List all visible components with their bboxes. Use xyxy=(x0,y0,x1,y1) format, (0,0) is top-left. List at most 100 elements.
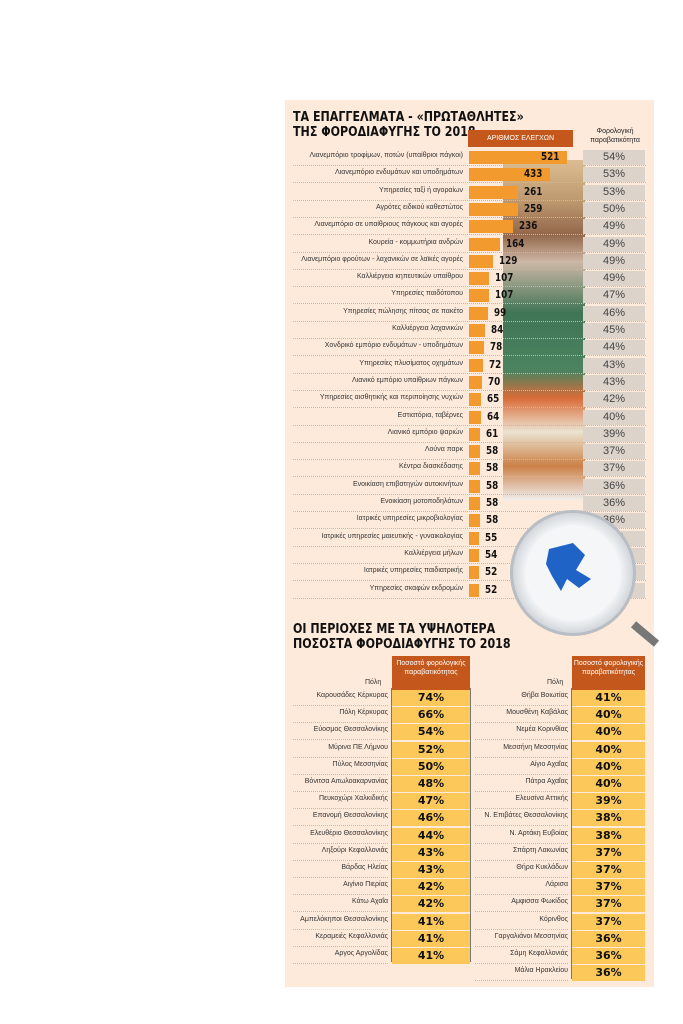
row-label: Λιανεμπόριο ενδυμάτων και υποδημάτων xyxy=(335,169,463,177)
bar xyxy=(469,531,480,545)
row-label: Ιατρικές υπηρεσίες μικροβιολογίας xyxy=(356,515,463,523)
table-row: Αιγίνιο Πιερίας 42% xyxy=(285,878,654,896)
bar xyxy=(469,462,480,476)
bar-row: Εστιατόρια, ταβέρνες 64 40% xyxy=(285,409,654,426)
bar xyxy=(469,497,480,510)
city-name: Αιγίνιο Πιερίας xyxy=(343,881,388,889)
row-label: Ιατρικές υπηρεσίες μαιευτικής - γυναικολ… xyxy=(321,532,463,540)
pct-value: 43% xyxy=(392,862,470,878)
row-divider xyxy=(293,545,646,547)
pct-value: 41% xyxy=(392,913,470,930)
city-name: Αμπελόκηποι Θεσσαλονίκης xyxy=(300,915,388,923)
bar xyxy=(469,393,482,407)
row-divider xyxy=(475,980,568,982)
row-divider xyxy=(293,705,388,706)
bar-value: 58 xyxy=(485,478,499,492)
bar xyxy=(469,289,490,303)
city-name: Θήρα Κυκλάδων xyxy=(516,864,568,871)
row-divider xyxy=(475,928,568,930)
table-row: Κάτω Αχαΐα 42% xyxy=(285,895,654,913)
table-row: Θήρα Κυκλάδων 37% xyxy=(285,861,654,878)
city-name: Πόλη Κέρκυρας xyxy=(339,709,388,717)
table-row: Αίγιο Αχαΐας 40% xyxy=(285,758,654,775)
row-divider xyxy=(293,251,646,253)
row-divider xyxy=(293,424,646,426)
pct-value: 40% xyxy=(572,741,645,758)
bar xyxy=(469,410,482,424)
pct-value: 42% xyxy=(392,879,470,896)
table-row: Λάρισα 37% xyxy=(285,878,654,896)
pct-cell: 36% xyxy=(583,496,645,511)
row-divider xyxy=(293,182,646,184)
pct-cell: 43% xyxy=(583,357,645,373)
row-divider xyxy=(475,739,568,741)
pct-value: 54% xyxy=(392,724,470,741)
row-divider xyxy=(293,355,646,357)
row-divider xyxy=(475,911,568,913)
row-label: Καλλιέργεια λαχανικών xyxy=(392,325,463,332)
pct-value: 39% xyxy=(572,793,645,810)
row-label: Λιανεμπόριο σε υπαίθριους πάγκους και αγ… xyxy=(314,221,463,229)
table-row: Κόρινθος 37% xyxy=(285,913,654,930)
table-row: Πάτρα Αχαΐας 40% xyxy=(285,775,654,792)
row-label: Καλλιέργεια κηπευτικών υπαίθρου xyxy=(356,273,463,281)
row-divider xyxy=(475,722,568,724)
row-divider xyxy=(475,773,568,775)
pct-cell: 37% xyxy=(583,461,645,477)
bar xyxy=(469,479,480,493)
pct-cell: 49% xyxy=(583,253,645,269)
row-label: Χονδρικό εμπόριο ενδυμάτων - υποδημάτων xyxy=(324,342,463,350)
row-label: Λιανεμπόριο φρούτων - λαχανικών σε λαϊκέ… xyxy=(301,255,463,263)
pct-cell: 49% xyxy=(583,271,645,287)
pct-value: 52% xyxy=(392,741,470,758)
table-row: Αμφισσα Φωκίδος 37% xyxy=(285,895,654,913)
city-name: Μύρινα ΠΕ Λήμνου xyxy=(328,743,388,751)
pct-value: 50% xyxy=(392,758,470,775)
row-divider xyxy=(293,911,388,913)
bar-value: 72 xyxy=(488,357,501,371)
bar-value: 259 xyxy=(523,201,543,215)
row-divider xyxy=(475,842,568,844)
table-row: Μάλια Ηρακλείου 36% xyxy=(285,964,654,982)
row-divider xyxy=(293,476,646,478)
row-divider xyxy=(293,791,388,792)
city-name: Βόνιτσα Αιτωλοακαρνανίας xyxy=(304,778,388,785)
pct-value: 40% xyxy=(572,776,645,792)
city-name: Ληξούρι Κεφαλλονιάς xyxy=(321,846,388,854)
table-row: Μεσσήνη Μεσσηνίας 40% xyxy=(285,741,654,758)
bar-row: Υπηρεσίες πλυσίματος οχημάτων 72 43% xyxy=(285,357,654,374)
table-row: Μουσθένη Καβάλας 40% xyxy=(285,706,654,724)
row-label: Υπηρεσίες πώλησης πίτσας σε πακέτο xyxy=(343,307,463,315)
table-row: Εύοσμος Θεσσαλονίκης 54% xyxy=(285,723,654,741)
pct-value: 40% xyxy=(572,758,645,775)
row-divider xyxy=(293,528,646,530)
title-line-2: ΤΗΣ ΦΟΡΟΔΙΑΦΥΓΗΣ ΤΟ 2018 xyxy=(293,124,476,140)
city-name: Αμφισσα Φωκίδος xyxy=(511,898,568,906)
row-divider xyxy=(475,825,568,827)
magnifier-handle xyxy=(630,621,660,647)
bar-row: Χονδρικό εμπόριο ενδυμάτων - υποδημάτων … xyxy=(285,339,654,357)
city-name: Κάτω Αχαΐα xyxy=(352,898,388,906)
pct-cell: 36% xyxy=(583,478,645,494)
bar xyxy=(469,237,500,251)
city-name: Θήβα Βοιωτίας xyxy=(521,692,568,699)
row-divider xyxy=(293,286,646,288)
bar-value: 55 xyxy=(485,530,498,544)
table-row: Βάρδας Ηλείας 43% xyxy=(285,861,654,878)
row-divider xyxy=(293,722,388,724)
bar-row: Υπηρεσίες ταξί ή αγοραίων 261 53% xyxy=(285,184,654,201)
city-name: Κεραμειές Κεφαλλονιάς xyxy=(315,932,388,940)
row-divider xyxy=(293,199,646,201)
bar xyxy=(469,375,483,389)
row-divider xyxy=(293,407,646,409)
bar-row: Λιανεμπόριο φρούτων - λαχανικών σε λαϊκέ… xyxy=(285,253,654,270)
pct-value: 37% xyxy=(572,879,645,896)
row-divider xyxy=(475,756,568,758)
table-title-line-2: ΠΟΣΟΣΤΑ ΦΟΡΟΔΙΑΦΥΓΗΣ ΤΟ 2018 xyxy=(293,636,511,652)
pct-cell: 49% xyxy=(583,219,645,235)
pct-cell: 49% xyxy=(583,236,645,252)
row-label: Ιατρικές υπηρεσίες παιδιατρικής xyxy=(363,567,463,575)
row-divider xyxy=(475,945,568,947)
row-divider xyxy=(293,511,646,512)
city-name: Μεσσήνη Μεσσηνίας xyxy=(503,743,568,751)
